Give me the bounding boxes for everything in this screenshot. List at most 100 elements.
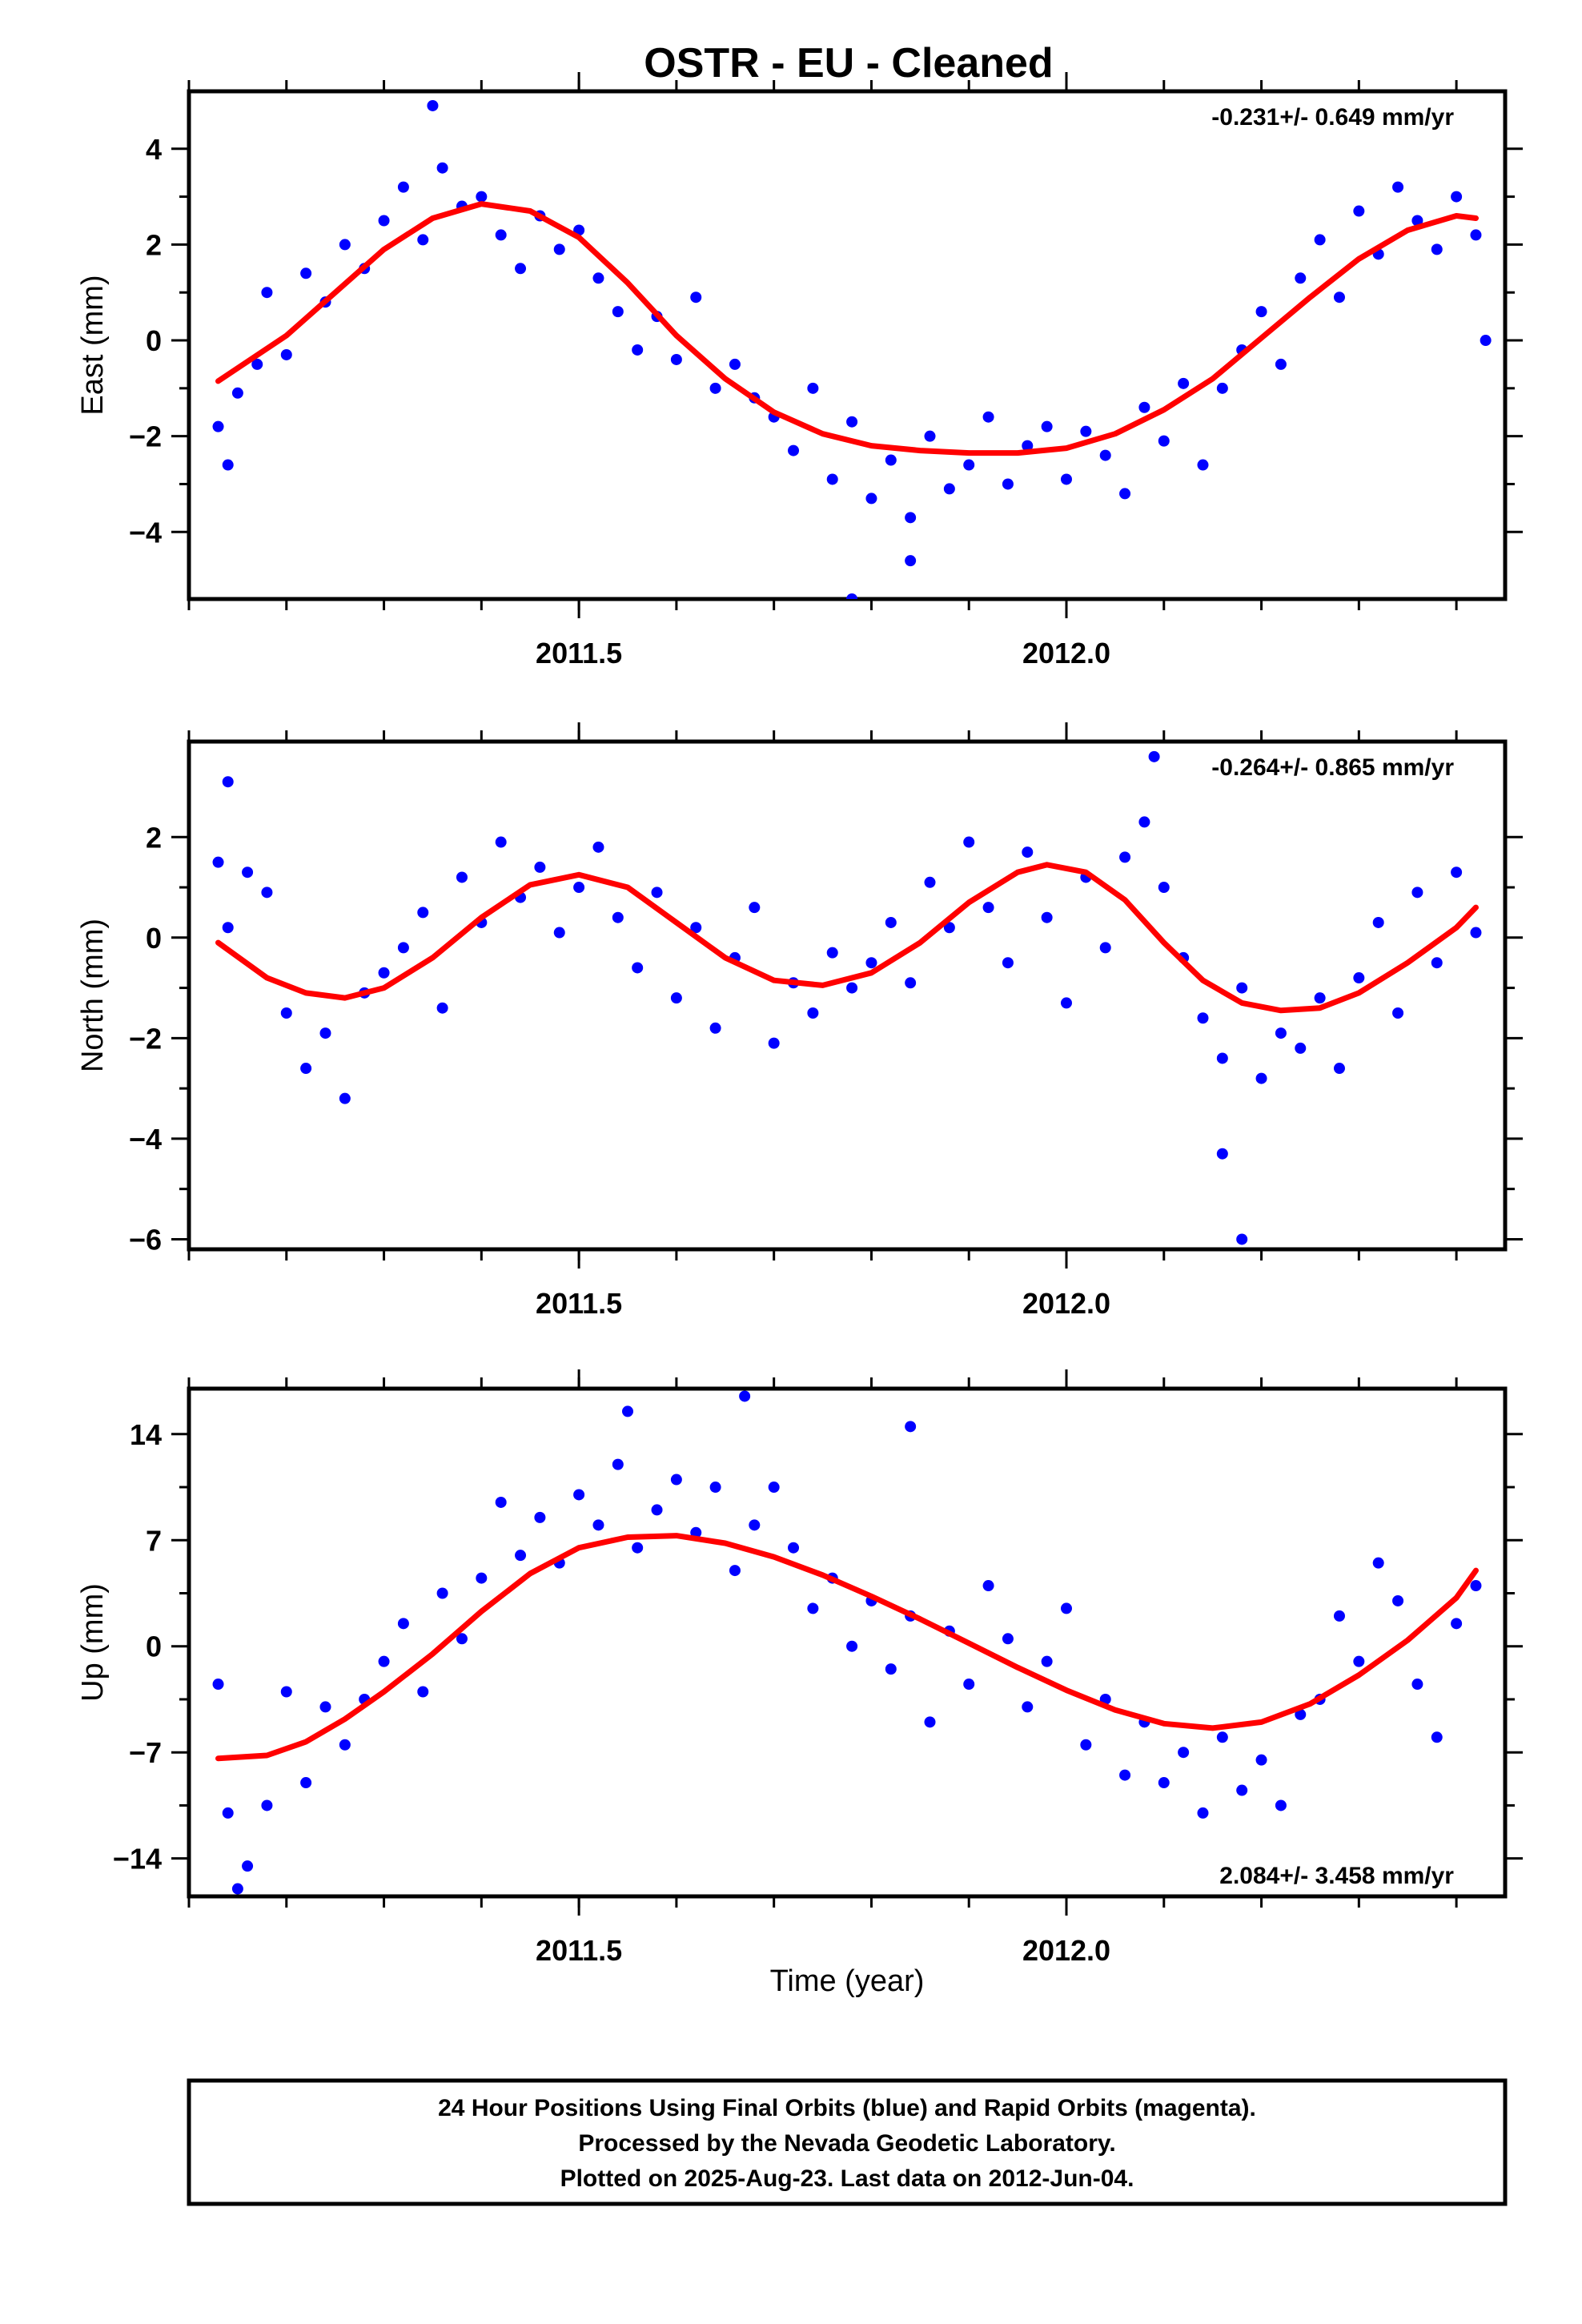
north-data-point: [1470, 927, 1482, 939]
up-data-point: [612, 1458, 624, 1470]
y-tick-label: −4: [129, 516, 162, 549]
north-data-point: [924, 876, 936, 888]
east-data-point: [378, 215, 390, 227]
up-data-point: [1119, 1769, 1131, 1781]
east-data-point: [670, 353, 682, 365]
north-data-point: [339, 1092, 351, 1104]
east-data-point: [1119, 488, 1131, 500]
north-rate-label: -0.264+/- 0.865 mm/yr: [1211, 754, 1454, 781]
north-data-point: [1197, 1012, 1209, 1024]
east-data-point: [1041, 420, 1053, 432]
north-fit-curve: [215, 862, 1479, 1014]
north-data-point: [612, 911, 624, 923]
east-data-point: [339, 239, 351, 251]
up-data-point: [339, 1739, 351, 1751]
x-axis-label: Time (year): [770, 1964, 925, 1998]
y-tick-label: −7: [129, 1736, 162, 1769]
east-data-point: [905, 512, 917, 524]
y-tick-label: 2: [146, 821, 162, 854]
north-data-point: [1451, 866, 1463, 879]
up-data-point: [729, 1565, 741, 1577]
north-data-point: [1002, 957, 1014, 969]
north-data-point: [300, 1063, 312, 1075]
east-data-point: [251, 358, 263, 370]
north-data-point: [709, 1022, 721, 1034]
north-data-point: [212, 856, 224, 868]
up-data-point: [592, 1519, 604, 1531]
y-tick-label: 14: [130, 1418, 162, 1451]
up-data-point: [397, 1618, 409, 1630]
east-data-point: [846, 416, 858, 428]
up-data-point: [1275, 1799, 1287, 1811]
up-data-point: [1295, 1708, 1307, 1720]
up-data-point: [1022, 1701, 1034, 1713]
up-data-point: [1197, 1807, 1209, 1819]
north-data-point: [1353, 972, 1365, 984]
north-data-point: [943, 922, 955, 934]
north-data-point: [1236, 1233, 1248, 1245]
east-data-point: [865, 493, 877, 505]
east-data-point: [1138, 401, 1150, 413]
up-data-point: [515, 1550, 527, 1562]
north-data-point: [749, 902, 761, 914]
y-tick-label: −4: [129, 1123, 162, 1156]
east-data-point: [632, 344, 644, 356]
up-data-point: [1255, 1754, 1267, 1766]
up-data-point: [924, 1716, 936, 1728]
y-tick-label: 7: [146, 1524, 162, 1557]
north-data-point: [963, 836, 975, 848]
north-data-point: [436, 1002, 448, 1014]
east-data-point: [1353, 205, 1365, 217]
east-data-point: [1431, 243, 1443, 255]
east-data-point: [1411, 215, 1423, 227]
up-data-point: [222, 1807, 234, 1819]
east-data-point: [212, 420, 224, 432]
y-tick-label: −2: [129, 1022, 162, 1055]
north-data-point: [846, 982, 858, 994]
east-data-point: [1392, 181, 1404, 193]
up-data-point: [436, 1587, 448, 1599]
east-data-point: [1314, 234, 1326, 246]
up-data-point: [1470, 1580, 1482, 1592]
north-data-point: [280, 1007, 292, 1019]
x-tick-label: 2011.5: [536, 637, 622, 669]
east-data-point: [1099, 449, 1111, 461]
y-tick-label: 0: [146, 1630, 162, 1663]
east-data-point: [261, 287, 273, 299]
east-data-point: [826, 473, 838, 485]
east-data-point: [553, 243, 565, 255]
footer-line-2: Processed by the Nevada Geodetic Laborat…: [578, 2130, 1115, 2157]
north-data-point: [826, 947, 838, 959]
north-data-point: [1138, 816, 1150, 828]
x-tick-label: 2012.0: [1022, 1934, 1110, 1967]
up-data-point: [1431, 1731, 1443, 1743]
north-data-point: [1314, 992, 1326, 1004]
east-fit-curve: [215, 201, 1479, 456]
east-data-point: [515, 263, 527, 275]
up-data-point: [1178, 1747, 1190, 1759]
up-data-point: [982, 1580, 994, 1592]
y-tick-label: 0: [146, 324, 162, 357]
up-data-point: [632, 1542, 644, 1554]
up-data-point: [1061, 1602, 1072, 1614]
north-data-point: [261, 887, 273, 899]
up-data-point: [622, 1405, 633, 1417]
up-data-point: [739, 1390, 751, 1402]
y-tick-label: −2: [129, 420, 162, 453]
y-tick-label: −14: [113, 1843, 162, 1876]
up-data-point: [670, 1474, 682, 1486]
up-data-point: [768, 1482, 780, 1494]
up-data-point: [709, 1482, 721, 1494]
up-data-point: [788, 1542, 800, 1554]
up-data-point: [651, 1504, 663, 1516]
north-data-point: [397, 942, 409, 954]
east-data-point: [788, 444, 800, 456]
east-data-point: [476, 191, 488, 203]
north-data-point: [1431, 957, 1443, 969]
up-data-point: [1158, 1777, 1170, 1789]
up-data-point: [807, 1602, 819, 1614]
up-data-point: [417, 1686, 429, 1698]
east-data-point: [1470, 229, 1482, 241]
north-data-point: [1392, 1007, 1404, 1019]
